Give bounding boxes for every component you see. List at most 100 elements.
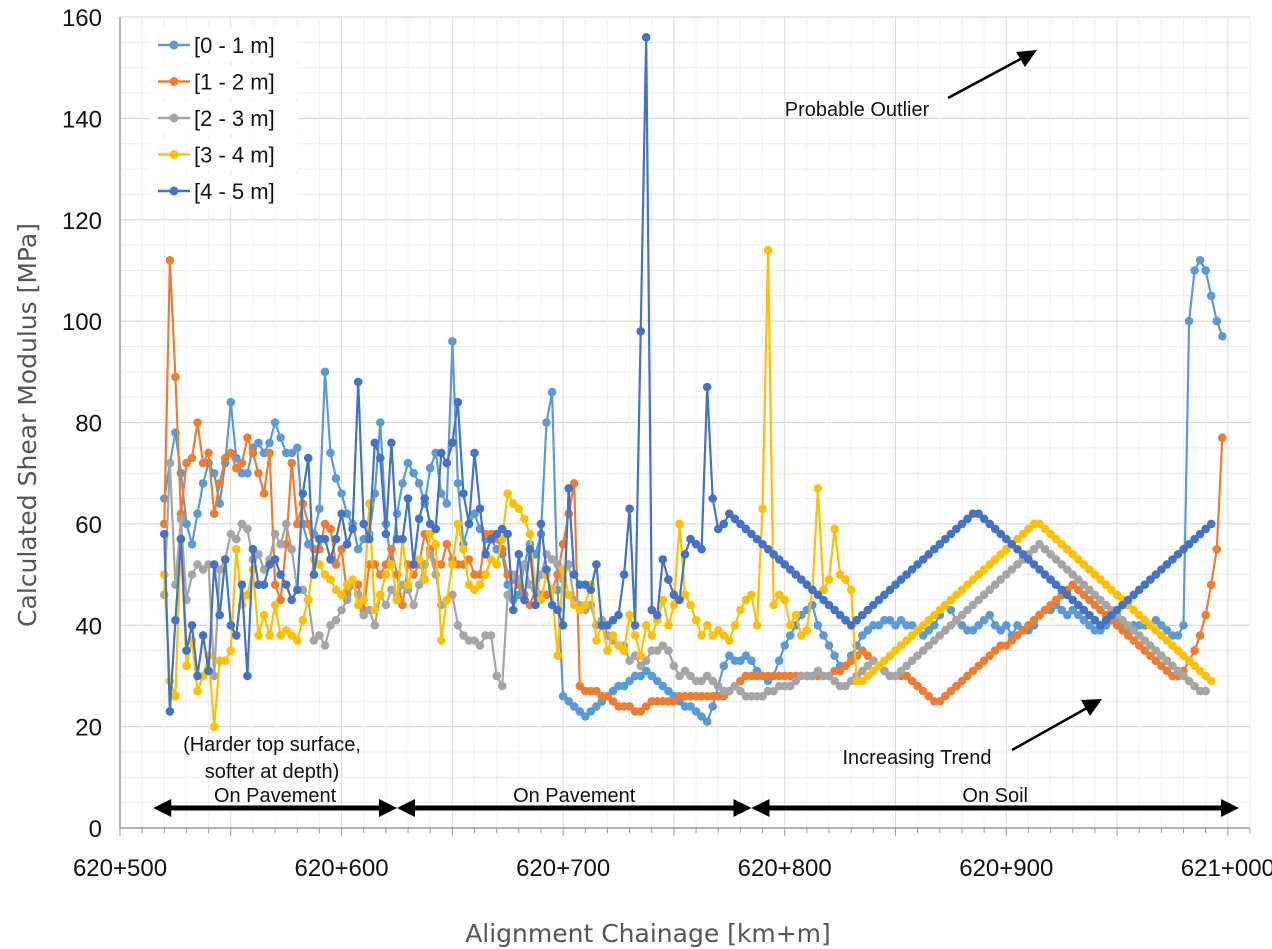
x-axis-title: Alignment Chainage [km+m] <box>465 919 831 948</box>
data-point <box>1201 610 1210 620</box>
data-point <box>996 626 1005 635</box>
data-point <box>1179 621 1188 630</box>
data-point <box>1151 615 1161 625</box>
data-point <box>863 661 873 671</box>
data-point <box>398 479 407 488</box>
legend-label: [4 - 5 m] <box>194 179 275 204</box>
data-point <box>1046 529 1055 539</box>
data-point <box>841 661 850 671</box>
data-point <box>968 626 978 635</box>
data-point <box>1096 605 1105 615</box>
data-point <box>1051 595 1061 605</box>
data-point <box>592 560 601 569</box>
data-point <box>304 595 313 605</box>
data-point <box>1090 570 1100 579</box>
data-point <box>542 418 551 427</box>
data-point <box>187 539 197 549</box>
data-point <box>918 686 928 696</box>
legend-label: [2 - 3 m] <box>194 106 275 131</box>
data-point <box>780 595 789 605</box>
data-point <box>708 676 717 686</box>
data-point <box>968 575 978 584</box>
data-point <box>270 418 280 427</box>
data-point <box>869 600 878 610</box>
data-point <box>232 463 241 473</box>
data-point <box>503 529 512 539</box>
data-point <box>946 605 956 615</box>
region-arrows: On Pavement On Pavement On Soil <box>153 785 1239 817</box>
data-point <box>1085 621 1094 630</box>
data-point <box>304 539 313 549</box>
data-point <box>425 463 435 473</box>
data-point <box>304 453 313 463</box>
data-point <box>497 534 507 544</box>
region-arrow-head-left <box>751 799 770 817</box>
data-point <box>171 691 180 701</box>
data-point <box>1074 555 1083 564</box>
data-point <box>165 707 175 716</box>
data-point <box>924 691 933 701</box>
data-point <box>331 474 341 483</box>
data-point <box>337 590 346 600</box>
data-point <box>1212 544 1222 554</box>
data-point <box>331 585 341 595</box>
data-point <box>536 519 546 529</box>
data-point <box>1168 641 1177 650</box>
data-point <box>287 458 297 468</box>
data-point <box>691 707 701 716</box>
region-2: On Pavement <box>396 785 752 817</box>
data-point <box>342 595 352 605</box>
data-point <box>913 626 922 635</box>
data-point <box>952 524 961 534</box>
data-point <box>315 560 324 569</box>
data-point <box>813 484 823 493</box>
data-point <box>675 671 684 681</box>
data-point <box>636 651 645 660</box>
data-point <box>619 681 629 691</box>
data-point <box>1062 544 1072 554</box>
data-point <box>437 448 446 458</box>
data-point <box>1201 266 1210 275</box>
data-point <box>1018 529 1028 539</box>
data-point <box>902 570 911 579</box>
data-point <box>957 610 967 620</box>
data-point <box>209 722 219 731</box>
data-point <box>736 519 745 529</box>
data-point <box>1013 621 1022 630</box>
data-point <box>880 590 889 600</box>
data-point <box>1168 661 1177 671</box>
region-arrow-head-left <box>153 799 172 817</box>
data-point <box>935 631 945 640</box>
data-point <box>808 671 817 681</box>
data-point <box>326 621 335 630</box>
region-arrow-head-right <box>733 799 752 817</box>
data-point <box>442 539 452 549</box>
data-point <box>985 651 994 660</box>
data-point <box>1013 534 1022 544</box>
data-point <box>603 621 612 630</box>
data-point <box>592 686 601 696</box>
data-point <box>819 595 828 605</box>
region-label: On Pavement <box>214 785 337 807</box>
data-point <box>930 544 939 554</box>
data-point <box>270 555 280 564</box>
data-point <box>376 590 385 600</box>
data-point <box>553 560 562 569</box>
data-point <box>1206 291 1216 301</box>
data-point <box>846 585 856 595</box>
data-point <box>1101 615 1111 625</box>
data-point <box>575 681 585 691</box>
data-point <box>215 499 224 508</box>
data-point <box>531 600 540 610</box>
data-point <box>459 544 468 554</box>
data-point <box>542 590 551 600</box>
data-point <box>736 676 745 686</box>
data-point <box>592 702 601 711</box>
data-point <box>232 631 241 640</box>
data-point <box>830 651 839 660</box>
data-point <box>1140 636 1150 645</box>
data-point <box>209 671 219 681</box>
data-point <box>1024 524 1033 534</box>
annotation-harder-top: (Harder top surface, <box>183 734 361 756</box>
data-point <box>813 590 823 600</box>
